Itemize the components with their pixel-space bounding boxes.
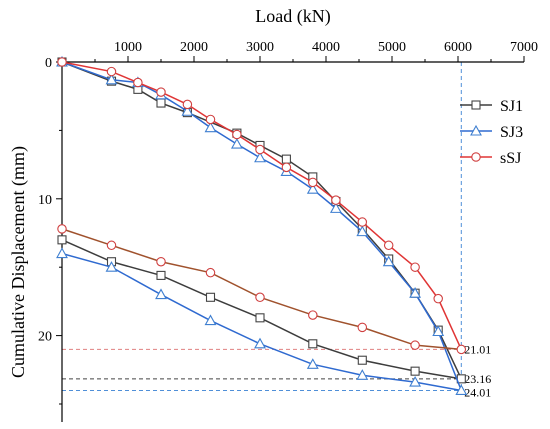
y-axis-title: Cumulative Displacement (mm) — [8, 146, 29, 378]
y-tick-label: 20 — [38, 330, 52, 345]
legend-label: sSJ — [500, 150, 521, 167]
point-sj1 — [156, 270, 166, 280]
legend-item-sj1: SJ1 — [460, 98, 523, 115]
point-sj3 — [382, 255, 395, 267]
point-ssj — [255, 144, 265, 155]
x-tick-label: 6000 — [444, 40, 472, 55]
point-sj3 — [254, 337, 266, 349]
line-ssj-loading — [61, 61, 462, 350]
point-ssj — [156, 256, 166, 267]
legend-item-ssj: sSJ — [460, 150, 521, 167]
point-ssj — [410, 262, 420, 272]
point-sj3 — [306, 358, 319, 369]
legend-item-sj3: SJ3 — [460, 124, 523, 141]
point-sj3 — [181, 105, 194, 116]
axes: Load (kN) Cumulative Displacement (mm) 1… — [8, 6, 538, 422]
point-ssj — [410, 340, 420, 350]
point-ssj — [331, 195, 341, 205]
point-sj3 — [105, 261, 118, 272]
point-ssj — [106, 66, 117, 77]
line-sj1-loading — [61, 61, 462, 380]
point-ssj — [308, 177, 318, 188]
point-sj3 — [254, 151, 266, 163]
point-sj1 — [357, 355, 367, 365]
point-sj1 — [255, 313, 265, 323]
point-sj3 — [356, 369, 369, 380]
point-sj3 — [306, 183, 319, 194]
point-sj1 — [410, 366, 420, 376]
point-sj1 — [57, 235, 67, 245]
legend-label: SJ3 — [500, 124, 523, 141]
x-tick-label: 4000 — [312, 40, 340, 55]
point-sj3 — [409, 375, 422, 387]
legend-marker — [471, 152, 481, 162]
point-ssj — [156, 87, 166, 97]
point-sj3 — [56, 247, 68, 259]
point-ssj — [357, 217, 368, 227]
point-sj1 — [205, 292, 216, 302]
legend-label: SJ1 — [500, 98, 523, 115]
series-sj1 — [57, 57, 466, 384]
reference-label: 21.01 — [464, 342, 491, 356]
point-ssj — [205, 114, 216, 125]
line-sj3-loading — [61, 61, 462, 391]
point-sj3 — [356, 225, 369, 237]
series-sj3 — [56, 55, 468, 396]
point-sj1 — [281, 154, 291, 164]
point-sj3 — [432, 325, 445, 337]
series — [56, 55, 468, 396]
point-sj3 — [409, 287, 422, 298]
point-sj3 — [204, 121, 217, 133]
point-sj3 — [105, 73, 118, 85]
point-sj3 — [155, 288, 167, 300]
y-tick-label: 10 — [38, 193, 52, 208]
point-ssj — [357, 322, 368, 333]
legend: SJ1 SJ3 sSJ — [460, 98, 523, 167]
line-sj1-unloading — [61, 239, 462, 380]
point-ssj — [456, 344, 467, 355]
x-tick-label: 1000 — [114, 40, 142, 55]
x-tick-label: 3000 — [246, 40, 274, 55]
point-ssj — [383, 240, 394, 251]
reference-label: 23.16 — [464, 372, 491, 386]
point-ssj — [205, 267, 216, 278]
x-tick-label: 7000 — [510, 40, 538, 55]
legend-marker — [470, 124, 482, 136]
point-ssj — [308, 310, 318, 320]
x-tick-label: 5000 — [378, 40, 406, 55]
x-axis-title: Load (kN) — [255, 6, 330, 27]
reference-label: 24.01 — [464, 385, 491, 399]
point-ssj — [433, 293, 443, 304]
line-ssj-unloading — [61, 228, 462, 351]
x-tick-label: 2000 — [180, 40, 208, 55]
series-ssj — [57, 57, 467, 355]
point-ssj — [57, 57, 67, 67]
point-sj3 — [230, 137, 243, 149]
point-sj3 — [455, 384, 468, 396]
point-ssj — [57, 224, 67, 234]
point-ssj — [281, 162, 292, 173]
point-ssj — [232, 129, 242, 140]
y-tick-label: 0 — [45, 56, 52, 71]
point-ssj — [133, 77, 143, 88]
point-sj1 — [308, 339, 318, 349]
point-sj1 — [156, 98, 166, 108]
point-sj3 — [204, 314, 217, 326]
point-ssj — [255, 292, 265, 303]
point-sj3 — [329, 202, 342, 213]
legend-marker — [471, 100, 481, 110]
point-ssj — [182, 99, 193, 110]
point-ssj — [106, 240, 117, 251]
